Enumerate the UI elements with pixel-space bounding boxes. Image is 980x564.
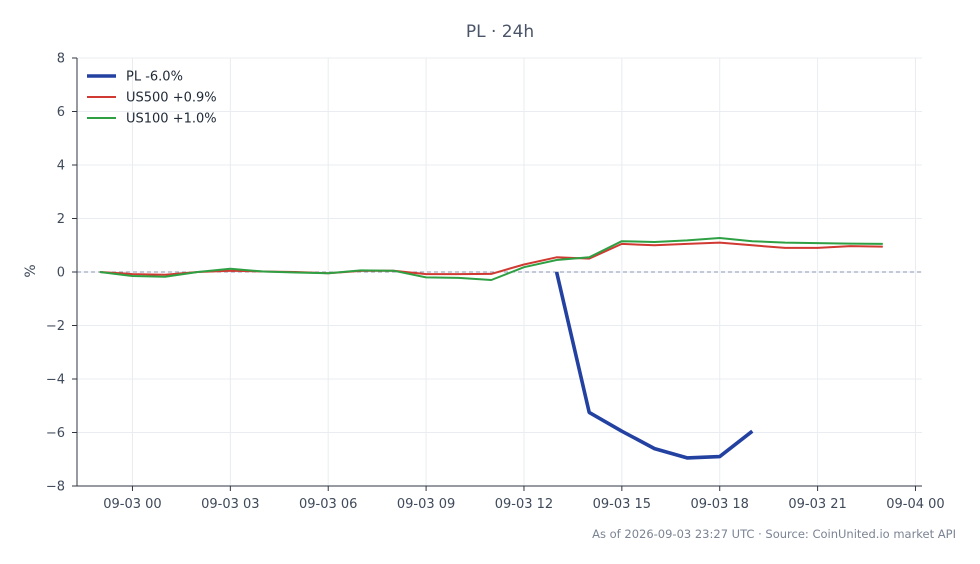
legend: PL -6.0% US500 +0.9% US100 +1.0% [87, 70, 217, 127]
x-tick-label: 09-03 09 [397, 497, 455, 512]
series-line-0 [554, 271, 754, 460]
series-line-2 [99, 237, 883, 281]
x-tick-label: 09-03 06 [299, 497, 357, 512]
y-tick-label: −6 [46, 426, 65, 441]
footer-source: As of 2026-09-03 23:27 UTC · Source: Coi… [592, 527, 956, 541]
x-tick-label: 09-03 15 [593, 497, 651, 512]
y-tick-label: 6 [57, 105, 65, 120]
legend-label-1: US500 +0.9% [126, 91, 217, 106]
legend-label-2: US100 +1.0% [126, 112, 217, 127]
x-ticks: 09-03 00 09-03 03 09-03 06 09-03 09 09-03 12… [103, 486, 945, 512]
series-group [99, 237, 883, 460]
x-tick-label: 09-03 03 [201, 497, 259, 512]
y-tick-label: 2 [57, 212, 65, 227]
x-tick-label: 09-03 21 [788, 497, 846, 512]
y-tick-label: 0 [57, 266, 65, 281]
y-axis-label: % [23, 264, 39, 277]
x-tick-label: 09-03 18 [690, 497, 748, 512]
legend-label-0: PL -6.0% [126, 70, 183, 85]
x-tick-label: 09-04 00 [886, 497, 944, 512]
x-tick-label: 09-03 00 [103, 497, 161, 512]
chart-title: PL · 24h [466, 22, 534, 42]
y-tick-label: −8 [46, 480, 65, 495]
y-ticks: 8 6 4 2 0 −2 −4 −6 −8 [46, 52, 77, 495]
y-tick-label: −2 [46, 319, 65, 334]
x-tick-label: 09-03 12 [495, 497, 553, 512]
y-tick-label: 4 [57, 159, 65, 174]
y-tick-label: −4 [46, 373, 65, 388]
series-line-1 [99, 241, 883, 276]
y-tick-label: 8 [57, 52, 65, 67]
